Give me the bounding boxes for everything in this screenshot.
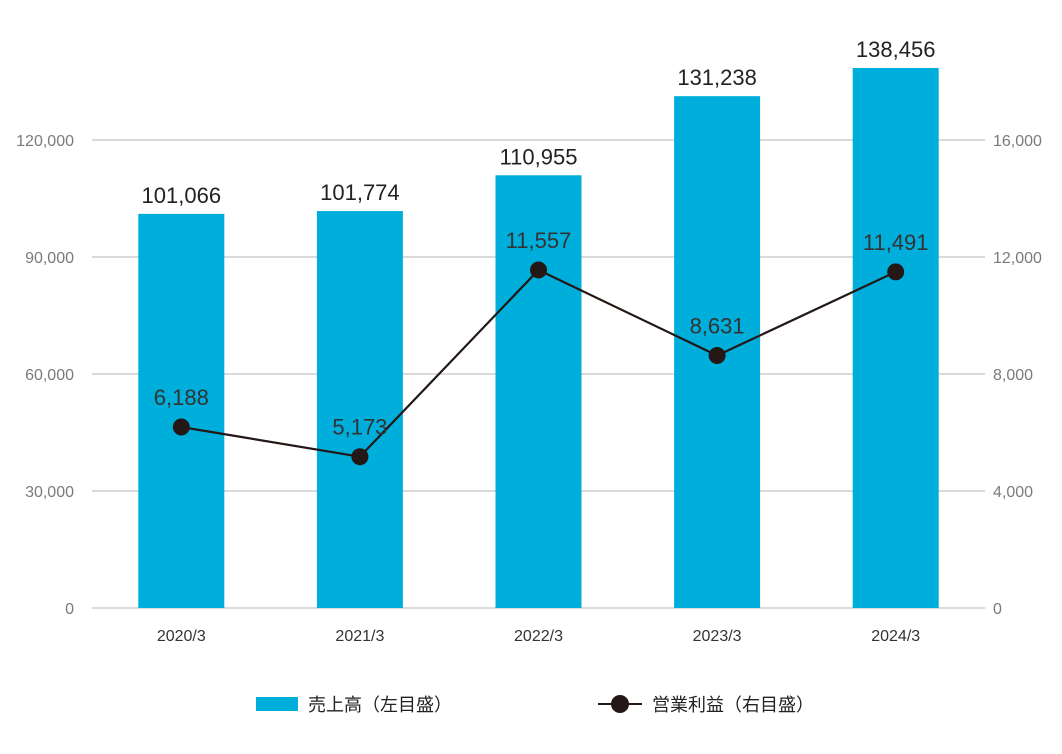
legend-item-operating-profit: 営業利益（右目盛）	[598, 690, 814, 718]
sales-bar-labels: 101,066 101,774 110,955 131,238 138,456	[142, 37, 936, 208]
operating-profit-label: 11,557	[506, 228, 572, 253]
operating-profit-point	[887, 263, 905, 281]
sales-bars	[138, 68, 939, 609]
left-axis-ticks: 0 30,000 60,000 90,000 120,000	[16, 133, 74, 618]
right-axis-tick-label: 0	[993, 601, 1002, 618]
right-axis-tick-label: 8,000	[993, 367, 1033, 384]
chart-canvas: 0 30,000 60,000 90,000 120,000 0 4,000 8,000 12…	[16, 37, 1042, 645]
x-axis-tick-label: 2020/3	[157, 628, 206, 645]
sales-bar	[316, 211, 403, 608]
legend: 売上高（左目盛） 営業利益（右目盛）	[0, 684, 1062, 724]
legend-label-sales: 売上高（左目盛）	[308, 695, 452, 716]
right-axis-tick-label: 12,000	[993, 250, 1042, 267]
legend-bar-swatch	[256, 697, 298, 711]
sales-bar-label: 101,774	[320, 180, 400, 205]
x-axis-ticks: 2020/3 2021/3 2022/3 2023/3 2024/3	[157, 628, 920, 645]
operating-profit-label: 5,173	[332, 415, 387, 440]
left-axis-tick-label: 90,000	[25, 250, 74, 267]
operating-profit-label: 6,188	[154, 385, 209, 410]
sales-bar-label: 110,955	[500, 144, 578, 169]
x-axis-tick-label: 2024/3	[871, 628, 920, 645]
legend-line-swatch	[598, 694, 642, 714]
right-axis-tick-label: 16,000	[993, 133, 1042, 150]
legend-label-operating-profit: 営業利益（右目盛）	[652, 695, 814, 716]
x-axis-tick-label: 2021/3	[335, 628, 384, 645]
left-axis-tick-label: 60,000	[25, 367, 74, 384]
left-axis-tick-label: 30,000	[25, 484, 74, 501]
legend-item-sales: 売上高（左目盛）	[256, 690, 452, 718]
sales-bar	[138, 213, 225, 609]
operating-profit-label: 8,631	[690, 314, 745, 339]
sales-bar-label: 101,066	[142, 183, 222, 208]
right-axis-ticks: 0 4,000 8,000 12,000 16,000	[993, 133, 1042, 618]
sales-bar-label: 138,456	[856, 37, 936, 62]
sales-bar-label: 131,238	[677, 65, 757, 90]
operating-profit-point	[351, 448, 369, 466]
left-axis-tick-label: 120,000	[16, 133, 74, 150]
x-axis-tick-label: 2022/3	[514, 628, 563, 645]
operating-profit-label: 11,491	[863, 230, 929, 255]
operating-profit-line	[172, 261, 905, 466]
operating-profit-point	[530, 261, 547, 279]
right-axis-tick-label: 4,000	[993, 484, 1033, 501]
sales-bar	[852, 68, 939, 608]
operating-profit-labels: 6,188 5,173 11,557 8,631 11,491	[154, 228, 929, 440]
operating-profit-point	[172, 418, 190, 436]
sales-bar	[495, 175, 582, 608]
left-axis-tick-label: 0	[65, 601, 74, 618]
operating-profit-point	[708, 347, 726, 365]
x-axis-tick-label: 2023/3	[693, 628, 742, 645]
